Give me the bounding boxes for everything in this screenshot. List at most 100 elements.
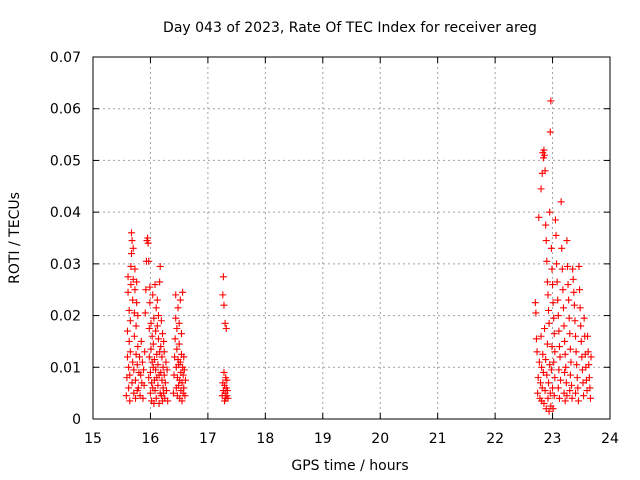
data-point [149, 291, 157, 299]
data-point [152, 327, 160, 335]
data-point [550, 330, 558, 338]
data-point [553, 260, 561, 268]
data-point [141, 348, 149, 356]
data-point [128, 237, 136, 245]
data-point [554, 312, 562, 320]
data-point [545, 319, 553, 327]
data-point [546, 208, 554, 216]
data-point [154, 335, 162, 343]
data-point [125, 337, 133, 345]
data-point [124, 288, 132, 296]
data-point [557, 376, 565, 384]
data-point [553, 278, 561, 286]
data-point [566, 330, 574, 338]
data-point [585, 374, 593, 382]
data-point [543, 257, 551, 265]
data-point [533, 348, 541, 356]
data-point [175, 319, 183, 327]
data-point [219, 273, 227, 281]
data-point [561, 368, 569, 376]
data-point [156, 262, 164, 270]
data-point [151, 281, 159, 289]
data-point [126, 397, 134, 405]
data-point [152, 394, 160, 402]
x-tick-label: 24 [601, 431, 619, 447]
data-point [558, 244, 566, 252]
data-point [146, 389, 154, 397]
data-point [561, 337, 569, 345]
data-point [548, 265, 556, 273]
data-point [137, 337, 145, 345]
data-point [145, 374, 153, 382]
data-point [584, 348, 592, 356]
y-tick-labels: 0 0.01 0.02 0.03 0.04 0.05 0.06 0.07 [50, 50, 81, 428]
data-point [580, 314, 588, 322]
data-point [585, 361, 593, 369]
data-point [551, 216, 559, 224]
data-point [126, 317, 134, 325]
data-point [140, 366, 148, 374]
data-point [127, 229, 135, 237]
data-point [127, 250, 135, 258]
x-tick-label: 20 [371, 431, 389, 447]
data-point [550, 314, 558, 322]
data-point [574, 397, 582, 405]
data-point [542, 237, 550, 245]
data-point [134, 384, 142, 392]
data-point [549, 281, 557, 289]
data-point [587, 353, 595, 361]
data-point [152, 366, 160, 374]
data-point [559, 286, 567, 294]
data-point [551, 348, 559, 356]
data-point [173, 345, 181, 353]
data-point [540, 146, 548, 154]
data-point [551, 374, 559, 382]
data-point [546, 361, 554, 369]
data-point [146, 283, 154, 291]
data-point [547, 366, 555, 374]
data-point [572, 348, 580, 356]
data-point [151, 387, 159, 395]
data-point [532, 335, 540, 343]
y-tick-label: 0.04 [50, 205, 81, 221]
data-point [221, 319, 229, 327]
data-point [133, 299, 141, 307]
data-point [540, 399, 548, 407]
data-point [532, 309, 540, 317]
data-point [145, 325, 153, 332]
data-point [150, 356, 158, 364]
x-tick-label: 23 [544, 431, 562, 447]
data-point [564, 281, 572, 289]
data-point [123, 327, 131, 335]
data-point [541, 325, 549, 332]
x-tick-label: 22 [486, 431, 504, 447]
data-point [576, 304, 584, 312]
data-point [557, 198, 565, 206]
data-point [140, 381, 148, 389]
data-point [565, 314, 573, 322]
data-point [542, 356, 550, 364]
data-point [563, 392, 571, 400]
data-point [133, 361, 141, 369]
data-point [555, 366, 563, 374]
data-point [180, 353, 188, 361]
data-point [547, 244, 555, 252]
data-point [122, 392, 130, 400]
data-point [147, 345, 155, 353]
data-point [139, 394, 147, 402]
x-tick-label: 17 [199, 431, 217, 447]
data-point [574, 384, 582, 392]
y-tick-label: 0.07 [50, 50, 81, 66]
data-point [544, 291, 552, 299]
data-point [570, 288, 578, 296]
data-point [547, 97, 555, 105]
data-point [129, 296, 137, 304]
data-point [535, 213, 543, 221]
data-point [180, 384, 188, 392]
data-point [536, 379, 544, 387]
data-point [572, 389, 580, 397]
data-point [141, 309, 149, 317]
data-point [550, 358, 558, 366]
